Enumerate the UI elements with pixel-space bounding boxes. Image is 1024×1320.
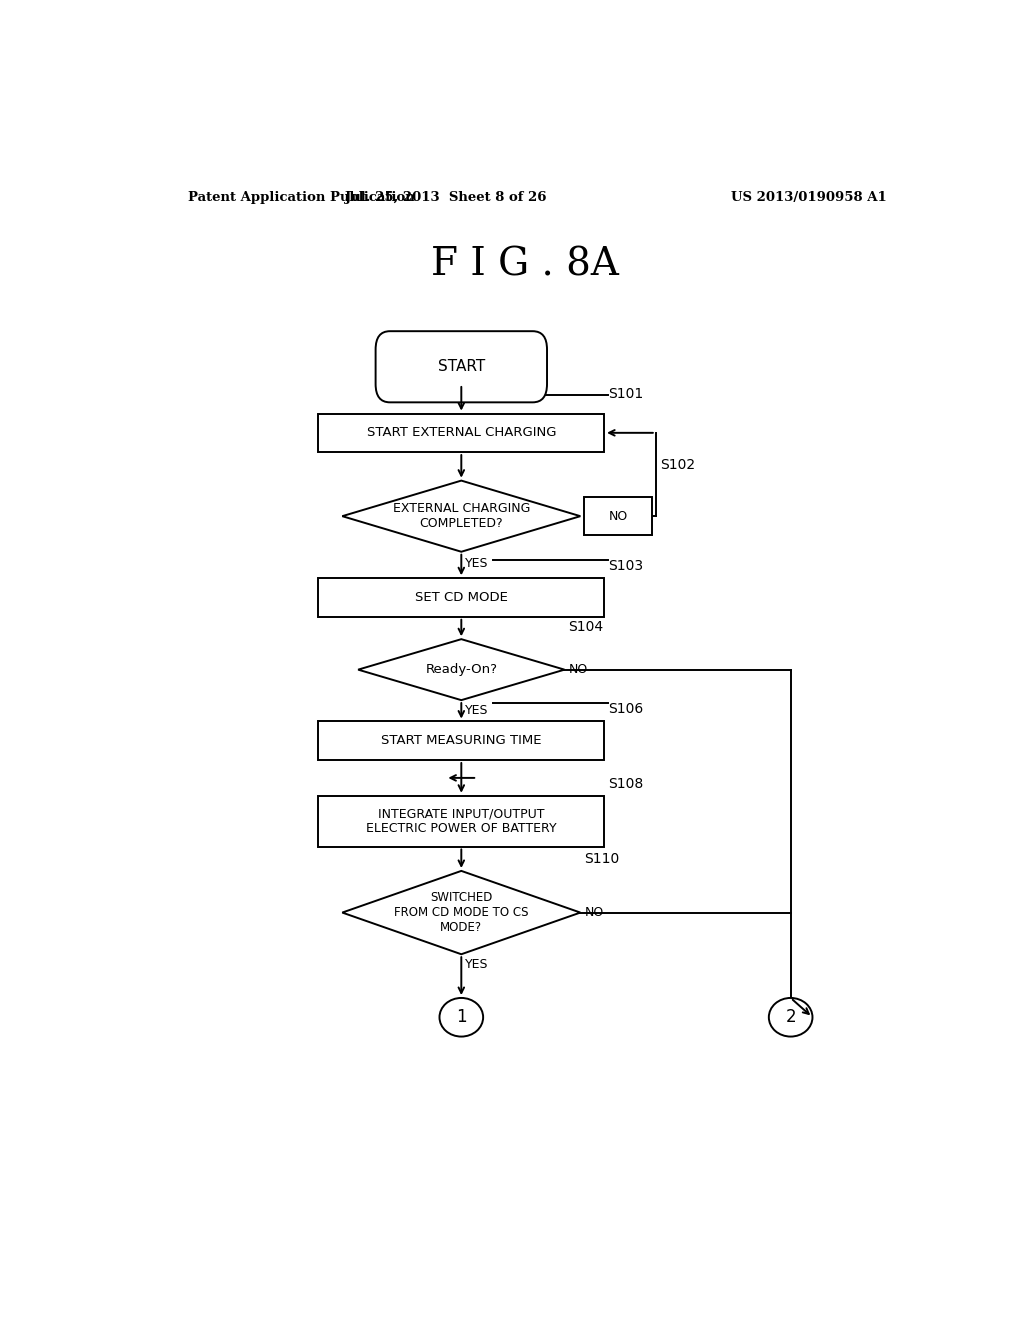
Text: 2: 2 [785, 1008, 796, 1026]
Text: Jul. 25, 2013  Sheet 8 of 26: Jul. 25, 2013 Sheet 8 of 26 [345, 190, 546, 203]
FancyBboxPatch shape [318, 722, 604, 760]
Text: EXTERNAL CHARGING
COMPLETED?: EXTERNAL CHARGING COMPLETED? [392, 502, 530, 531]
Text: S102: S102 [659, 458, 695, 473]
FancyBboxPatch shape [318, 796, 604, 846]
Text: S110: S110 [585, 851, 620, 866]
Text: START MEASURING TIME: START MEASURING TIME [381, 734, 542, 747]
Text: YES: YES [465, 958, 488, 972]
Text: 1: 1 [456, 1008, 467, 1026]
Text: S106: S106 [608, 702, 643, 717]
Polygon shape [342, 871, 581, 954]
Ellipse shape [769, 998, 812, 1036]
Text: Patent Application Publication: Patent Application Publication [187, 190, 415, 203]
Text: US 2013/0190958 A1: US 2013/0190958 A1 [731, 190, 887, 203]
Text: S108: S108 [608, 776, 643, 791]
Polygon shape [358, 639, 564, 700]
Polygon shape [342, 480, 581, 552]
Text: NO: NO [568, 663, 588, 676]
Text: START EXTERNAL CHARGING: START EXTERNAL CHARGING [367, 426, 556, 440]
Text: SWITCHED
FROM CD MODE TO CS
MODE?: SWITCHED FROM CD MODE TO CS MODE? [394, 891, 528, 935]
FancyBboxPatch shape [318, 578, 604, 616]
Text: INTEGRATE INPUT/OUTPUT
ELECTRIC POWER OF BATTERY: INTEGRATE INPUT/OUTPUT ELECTRIC POWER OF… [366, 807, 557, 836]
Text: F I G . 8A: F I G . 8A [431, 247, 618, 284]
Ellipse shape [439, 998, 483, 1036]
Text: START: START [437, 359, 485, 375]
Text: YES: YES [465, 704, 488, 717]
Text: SET CD MODE: SET CD MODE [415, 591, 508, 605]
Text: S101: S101 [608, 387, 643, 401]
FancyBboxPatch shape [318, 413, 604, 453]
Text: NO: NO [608, 510, 628, 523]
FancyBboxPatch shape [376, 331, 547, 403]
Text: NO: NO [585, 906, 603, 919]
Text: Ready-On?: Ready-On? [425, 663, 498, 676]
Text: YES: YES [465, 557, 488, 570]
FancyBboxPatch shape [585, 496, 651, 536]
Text: S104: S104 [568, 620, 603, 634]
Text: S103: S103 [608, 560, 643, 573]
